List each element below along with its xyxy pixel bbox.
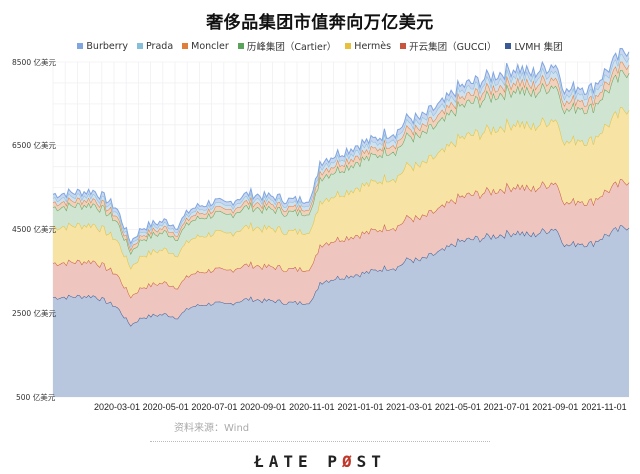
chart-legend: Burberry Prada Moncler 历峰集团（Cartier） Hermès 开…: [0, 39, 640, 53]
x-tick-label: 2020-11-01: [289, 402, 335, 412]
legend-label: Burberry: [86, 40, 128, 52]
logo-text: Ł: [254, 452, 269, 471]
legend-swatch-icon: [137, 43, 143, 49]
x-tick-label: 2021-11-01: [581, 402, 627, 412]
legend-item[interactable]: Moncler: [182, 39, 229, 53]
area-开云集团（GUCCI）: [53, 179, 629, 326]
latepost-logo: ŁATE PØST: [0, 452, 640, 471]
x-tick-label: 2020-07-01: [191, 402, 238, 412]
legend-swatch-icon: [182, 43, 189, 49]
legend-swatch-icon: [237, 43, 244, 49]
legend-item[interactable]: Burberry: [77, 39, 128, 53]
legend-swatch-icon: [505, 43, 512, 49]
y-tick-label: 2500 亿美元: [12, 309, 56, 318]
y-tick-label: 8500 亿美元: [12, 58, 56, 67]
data-source: 资料来源：Wind: [174, 423, 250, 434]
x-tick-label: 2020-05-01: [142, 402, 189, 412]
legend-label: LVMH 集团: [514, 42, 563, 53]
legend-label: Prada: [146, 40, 174, 52]
area-Hermès: [53, 107, 629, 298]
x-tick-label: 2020-03-01: [93, 402, 141, 412]
line-Burberry: [52, 47, 630, 245]
y-tick-label: 500 亿美元: [16, 393, 56, 402]
legend-swatch-icon: [400, 43, 407, 49]
legend-label: 开云集团（GUCCI）: [409, 42, 497, 53]
area-历峰集团（Cartier）: [53, 70, 629, 269]
y-tick-label: 6500 亿美元: [12, 141, 56, 150]
y-tick-label: 4500 亿美元: [12, 225, 56, 234]
chart-title: 奢侈品集团市值奔向万亿美元: [206, 13, 434, 33]
legend-item[interactable]: 开云集团（GUCCI）: [400, 39, 496, 53]
area-LVMH 集团: [53, 225, 629, 397]
logo-text: Ø: [341, 452, 357, 471]
x-tick-label: 2021-07-01: [483, 402, 530, 412]
legend-label: Hermès: [354, 40, 392, 52]
legend-label: 历峰集团（Cartier）: [246, 42, 337, 53]
legend-swatch-icon: [77, 43, 84, 49]
logo-text: ST: [356, 452, 386, 471]
divider: [150, 441, 490, 442]
legend-label: Moncler: [191, 40, 229, 52]
legend-item[interactable]: 历峰集团（Cartier）: [237, 39, 337, 53]
legend-item[interactable]: Prada: [137, 39, 173, 53]
x-tick-label: 2021-01-01: [337, 402, 384, 412]
legend-item[interactable]: Hermès: [345, 39, 391, 53]
x-tick-label: 2020-09-01: [240, 402, 287, 412]
legend-swatch-icon: [345, 43, 352, 49]
logo-text: ATE P: [268, 452, 342, 471]
legend-item[interactable]: LVMH 集团: [505, 39, 563, 53]
x-tick-label: 2021-05-01: [434, 402, 481, 412]
x-tick-label: 2021-09-01: [532, 402, 579, 412]
x-tick-label: 2021-03-01: [386, 402, 433, 412]
